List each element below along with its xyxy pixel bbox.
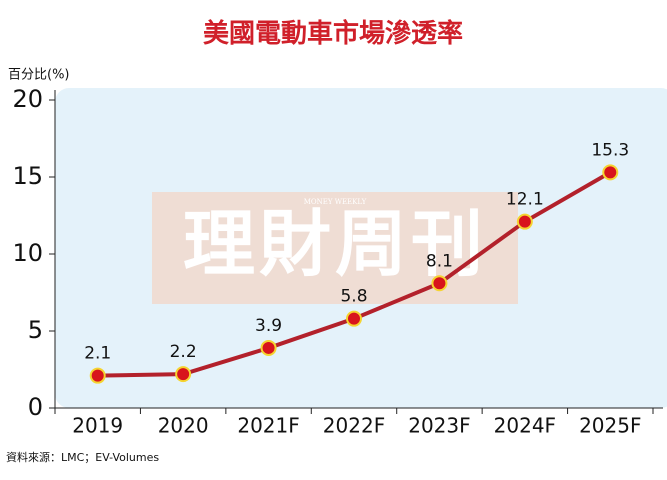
data-label: 5.8 [340, 287, 367, 307]
x-tick-label: 2024F [494, 414, 556, 438]
y-tick-label: 5 [28, 316, 43, 344]
data-label: 15.3 [591, 140, 629, 160]
watermark-box [152, 192, 518, 304]
data-point [346, 310, 362, 327]
x-tick-label: 2025F [579, 414, 641, 438]
y-axis-label: 百分比(%) [8, 68, 70, 83]
watermark-sub: MONEY WEEKLY [304, 198, 367, 206]
data-point [602, 164, 619, 181]
data-label: 3.9 [255, 316, 282, 336]
x-tick-label: 2019 [72, 414, 123, 438]
y-tick-label: 20 [12, 85, 43, 113]
data-point [175, 366, 192, 383]
chart-title: 美國電動車市場滲透率 [203, 18, 463, 49]
data-label: 12.1 [506, 190, 544, 210]
x-tick-label: 2020 [158, 414, 209, 438]
data-point [516, 213, 533, 230]
y-tick-label: 0 [28, 393, 43, 421]
y-tick-label: 15 [12, 162, 43, 190]
y-tick-label: 10 [12, 239, 43, 267]
data-point [431, 275, 448, 292]
source-note: 資料來源：LMC；EV-Volumes [6, 450, 159, 464]
data-label: 8.1 [426, 251, 453, 271]
x-tick-label: 2023F [408, 414, 470, 438]
x-tick-label: 2021F [237, 414, 299, 438]
data-label: 2.1 [84, 344, 111, 364]
x-tick-label: 2022F [323, 414, 385, 438]
data-label: 2.2 [170, 342, 197, 362]
data-point [89, 367, 106, 384]
data-point [260, 339, 277, 356]
watermark: 理財周刊 [183, 201, 487, 286]
